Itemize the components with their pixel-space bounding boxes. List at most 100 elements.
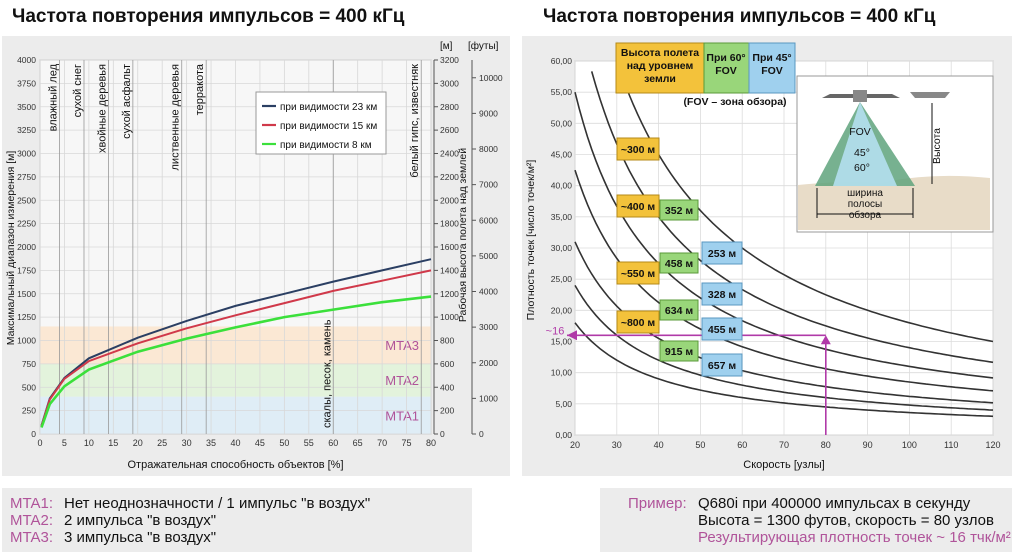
x-tick-label: 20	[133, 438, 143, 448]
altitude-label: ~550 м	[621, 268, 656, 280]
x-tick-label: 40	[230, 438, 240, 448]
y-tick-label: 3500	[17, 102, 36, 112]
y-axis-title: Плотность точек [число точек/м²]	[525, 160, 537, 321]
y-tick-label: 40,00	[551, 181, 573, 191]
x-tick-label: 55	[304, 438, 314, 448]
material-label: сухой снег	[72, 64, 84, 117]
fov60-label: 634 м	[665, 305, 693, 317]
angle-60-label: 60°	[854, 162, 870, 174]
x-tick-label: 25	[157, 438, 167, 448]
mta2-text: 2 импульса "в воздух"	[64, 512, 217, 529]
fov45-label: 253 м	[708, 248, 736, 260]
left-chart-title: Частота повторения импульсов = 400 кГц	[12, 6, 405, 27]
y2-axis-title: Рабочая высота полета над землей	[457, 148, 469, 322]
mta-band-label-1: MTA1	[385, 408, 419, 423]
mta3-legend-row: MTA3: 3 импульса "в воздух"	[10, 529, 470, 546]
y-tick-label: 50,00	[551, 118, 573, 128]
material-label: влажный лед	[48, 63, 60, 131]
y-tick-label: 3750	[17, 78, 36, 88]
mta1-text: Нет неоднозначности / 1 импульс "в возду…	[64, 495, 371, 512]
reflectivity-range-chart: MTA1 MTA2 MTA3 влажный лед сухой снег хвойные…	[5, 40, 503, 471]
x-tick-label: 30	[612, 440, 622, 450]
y3-tick-label: 8000	[479, 144, 498, 154]
example-text: Пример: Q680i при 400000 импульсах в секу…	[628, 495, 1012, 546]
y2-tick-label: 3200	[440, 55, 459, 65]
y-axis-title: Максимальный диапазон измерения [м]	[5, 151, 17, 346]
y3-unit: [футы]	[468, 40, 499, 52]
y2-tick-label: 600	[440, 359, 454, 369]
chart-legend-box	[255, 91, 387, 155]
y-tick-label: 1500	[17, 289, 36, 299]
x-tick-label: 70	[779, 440, 789, 450]
example-row-1: Пример: Q680i при 400000 импульсах в секу…	[628, 495, 1012, 512]
y-tick-label: 0	[31, 429, 36, 439]
y-tick-label: 1750	[17, 265, 36, 275]
x-tick-label: 110	[944, 440, 958, 450]
y-tick-label: 2250	[17, 219, 36, 229]
y-tick-label: 55,00	[551, 87, 573, 97]
fov60-box	[659, 299, 699, 321]
material-label: скалы, песок, камень	[321, 319, 333, 428]
y2-tick-label: 200	[440, 406, 454, 416]
swath-label: ширина полосы обзора	[847, 188, 883, 221]
fov60-label: 915 м	[665, 346, 693, 358]
series-line-2	[40, 269, 432, 427]
fov-note: (FOV – зона обзора)	[683, 96, 786, 108]
y-tick-label: 5,00	[555, 399, 572, 409]
altitude-box	[616, 261, 660, 285]
density-curve-6	[574, 284, 994, 411]
x-tick-label: 15	[108, 438, 118, 448]
marker-left-arrow	[567, 330, 577, 341]
aircraft-body	[853, 90, 867, 102]
x-tick-label: 100	[902, 440, 917, 450]
material-label: белый гипс, известняк	[409, 64, 421, 178]
density-curve-3	[574, 92, 994, 379]
x-tick-label: 80	[426, 438, 436, 448]
y3-tick-label: 10000	[479, 73, 503, 83]
y-tick-label: 25,00	[551, 274, 573, 284]
y-tick-label: 2500	[17, 195, 36, 205]
fov60-box	[659, 252, 699, 274]
legend-label-1: при видимости 23 км	[280, 102, 377, 113]
y3-tick-label: 0	[479, 429, 484, 439]
mta-legend: MTA1: Нет неоднозначности / 1 импульс "в …	[10, 495, 470, 546]
y3-tick-label: 5000	[479, 251, 498, 261]
fov-label: FOV	[849, 126, 871, 138]
fov45-label: 657 м	[708, 360, 736, 372]
y-tick-label: 15,00	[551, 337, 573, 347]
ground-shape	[798, 175, 990, 230]
fov45-box	[701, 353, 743, 377]
fov45-box	[701, 241, 743, 265]
table-header-fov45-text: При 45° FOV	[752, 52, 791, 77]
y2-tick-label: 2800	[440, 102, 459, 112]
y2-tick-label: 1000	[440, 312, 459, 322]
y2-tick-label: 2000	[440, 195, 459, 205]
y2-tick-label: 2400	[440, 149, 459, 159]
example-line1: Q680i при 400000 импульсах в секунду	[698, 495, 971, 512]
x-tick-label: 60	[737, 440, 747, 450]
altitude-label: ~300 м	[621, 144, 656, 156]
y2-tick-label: 1400	[440, 265, 459, 275]
x-axis-title: Скорость [узлы]	[743, 459, 824, 471]
table-header-altitude	[615, 42, 705, 94]
y2-tick-label: 2200	[440, 172, 459, 182]
x-tick-label: 20	[570, 440, 580, 450]
y2-tick-label: 1600	[440, 242, 459, 252]
y-tick-label: 2750	[17, 172, 36, 182]
x-tick-label: 65	[353, 438, 363, 448]
x-tick-label: 75	[402, 438, 412, 448]
y2-tick-label: 1800	[440, 219, 459, 229]
marker-value-label: ~16	[546, 325, 565, 337]
altitude-label: ~400 м	[621, 201, 656, 213]
mta2-code: MTA2:	[10, 512, 54, 529]
x-tick-label: 45	[255, 438, 265, 448]
mta1-legend-row: MTA1: Нет неоднозначности / 1 импульс "в …	[10, 495, 470, 512]
x-tick-label: 50	[695, 440, 705, 450]
mta3-code: MTA3:	[10, 529, 54, 546]
altitude-box	[616, 194, 660, 218]
example-label: Пример:	[628, 495, 687, 512]
y-tick-label: 250	[22, 406, 36, 416]
y-tick-label: 500	[22, 382, 36, 392]
x-tick-label: 60	[328, 438, 338, 448]
mta3-text: 3 импульса "в воздух"	[64, 529, 217, 546]
